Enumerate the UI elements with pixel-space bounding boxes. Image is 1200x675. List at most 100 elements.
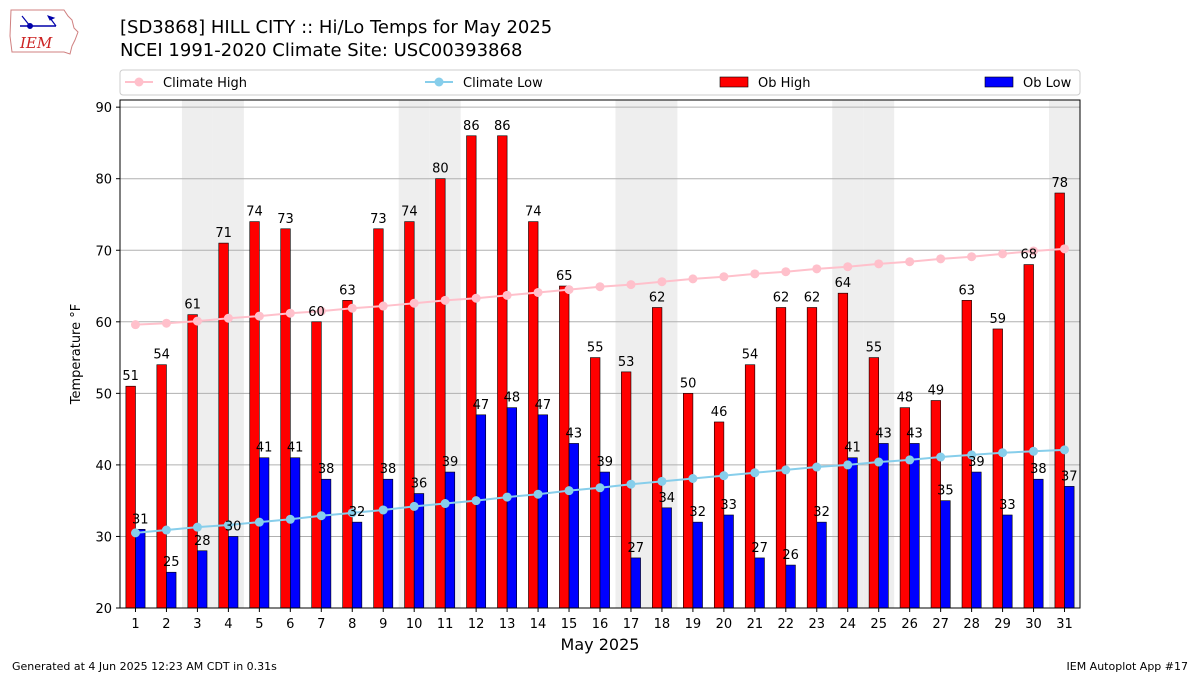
ob-low-label: 47 <box>473 398 490 413</box>
y-tick-label: 60 <box>95 316 112 331</box>
ob-low-bar <box>197 550 208 609</box>
ob-low-bar <box>290 457 301 609</box>
ob-low-bar <box>847 457 858 609</box>
ob-high-bar <box>404 221 415 609</box>
ob-low-bar <box>909 443 920 609</box>
ob-high-label: 64 <box>835 276 852 291</box>
climate-low-point <box>905 455 915 465</box>
climate-low-point <box>285 514 295 524</box>
ob-high-bar <box>930 400 941 609</box>
ob-high-label: 61 <box>184 298 201 313</box>
climate-low-point <box>254 517 264 527</box>
x-tick-label: 25 <box>870 617 887 632</box>
climate-high-point <box>1029 246 1039 256</box>
climate-high-point <box>130 320 140 330</box>
ob-low-label: 39 <box>597 455 614 470</box>
climate-high-point <box>626 280 636 290</box>
x-tick-label: 4 <box>224 617 232 632</box>
ob-high-label: 73 <box>370 212 387 227</box>
climate-low-point <box>161 525 171 535</box>
climate-low-point <box>1060 445 1070 455</box>
climate-low-point <box>440 499 450 509</box>
x-tick-label: 23 <box>809 617 826 632</box>
ob-high-label: 48 <box>897 391 914 406</box>
ob-high-bar <box>621 371 632 609</box>
x-tick-label: 7 <box>317 617 325 632</box>
ob-high-label: 55 <box>866 341 883 356</box>
ob-high-bar <box>280 228 291 609</box>
climate-high-point <box>502 290 512 300</box>
climate-high-point <box>812 264 822 274</box>
climate-low-point <box>192 522 202 532</box>
ob-high-label: 60 <box>308 305 325 320</box>
ob-low-label: 41 <box>844 441 861 456</box>
ob-high-label: 86 <box>463 119 480 134</box>
x-tick-label: 28 <box>963 617 980 632</box>
climate-low-point <box>378 505 388 515</box>
x-tick-label: 22 <box>778 617 795 632</box>
ob-high-label: 53 <box>618 355 635 370</box>
ob-high-label: 68 <box>1020 248 1037 263</box>
ob-high-label: 63 <box>339 283 356 298</box>
climate-low-point <box>595 483 605 493</box>
x-tick-label: 30 <box>1025 617 1042 632</box>
climate-low-point <box>998 448 1008 458</box>
ob-high-bar <box>497 135 508 609</box>
climate-high-point <box>1060 244 1070 254</box>
climate-low-point <box>688 473 698 483</box>
climate-high-point <box>192 316 202 326</box>
ob-low-label: 33 <box>999 498 1016 513</box>
ob-high-bar <box>218 242 229 609</box>
ob-high-label: 54 <box>742 348 759 363</box>
y-tick-label: 80 <box>95 173 112 188</box>
ob-low-label: 28 <box>194 534 211 549</box>
climate-high-point <box>471 293 481 303</box>
ob-high-bar <box>992 328 1003 609</box>
climate-high-point <box>378 301 388 311</box>
climate-low-point <box>130 528 140 538</box>
ob-low-bar <box>135 528 146 609</box>
ob-low-bar <box>1002 514 1013 609</box>
ob-low-label: 39 <box>968 455 985 470</box>
ob-low-bar <box>971 471 982 609</box>
climate-high-point <box>161 318 171 328</box>
x-tick-label: 14 <box>530 617 547 632</box>
ob-low-label: 27 <box>627 541 644 556</box>
climate-high-point <box>223 313 233 323</box>
ob-low-label: 31 <box>132 512 149 527</box>
climate-low-point <box>626 479 636 489</box>
ob-high-bar <box>713 421 725 609</box>
legend-ob-high-swatch <box>719 76 749 88</box>
climate-high-point <box>285 308 295 318</box>
y-tick-label: 40 <box>95 459 112 474</box>
y-tick-label: 70 <box>95 244 112 259</box>
ob-high-label: 55 <box>587 341 604 356</box>
ob-low-label: 25 <box>163 555 180 570</box>
x-tick-label: 20 <box>716 617 733 632</box>
ob-low-label: 33 <box>720 498 737 513</box>
ob-high-bar <box>590 357 601 609</box>
legend-climate-high-marker <box>134 77 144 87</box>
ob-high-label: 50 <box>680 376 697 391</box>
climate-low-point <box>812 462 822 472</box>
climate-high-point <box>874 259 884 269</box>
climate-high-point <box>688 274 698 284</box>
climate-low-point <box>471 496 481 506</box>
iem-logo: IEM <box>9 9 79 55</box>
climate-low-point <box>223 520 233 530</box>
ob-high-bar <box>683 393 694 609</box>
ob-low-label: 35 <box>937 484 954 499</box>
climate-high-point <box>595 282 605 292</box>
logo-text: IEM <box>19 34 53 52</box>
climate-low-point <box>719 471 729 481</box>
ob-low-label: 43 <box>906 426 923 441</box>
ob-high-label: 63 <box>959 283 976 298</box>
ob-low-label: 27 <box>751 541 768 556</box>
ob-low-bar <box>816 521 827 609</box>
ob-low-bar <box>940 500 951 609</box>
x-tick-label: 6 <box>286 617 294 632</box>
climate-high-point <box>936 254 946 264</box>
ob-low-bar <box>320 478 332 609</box>
legend-ob-high-label: Ob High <box>758 76 811 91</box>
